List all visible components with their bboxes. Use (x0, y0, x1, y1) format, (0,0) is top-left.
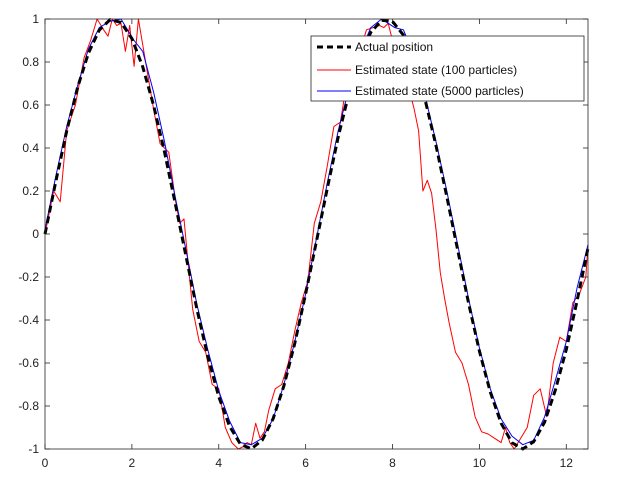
series-layer (43, 18, 590, 451)
y-tick-label: 0 (32, 227, 39, 241)
legend-label-100-particles: Estimated state (100 particles) (355, 63, 517, 77)
x-tick-label: 10 (473, 456, 487, 470)
plot-frame (44, 18, 589, 450)
x-tick-label: 4 (215, 456, 222, 470)
y-tick-label: -0.8 (18, 399, 39, 413)
y-tick-label: 0.8 (22, 55, 39, 69)
legend-label-actual-position: Actual position (355, 40, 433, 54)
y-tick-label: 0.4 (22, 141, 39, 155)
series-actual-position (43, 18, 590, 451)
y-tick-label: -0.4 (18, 313, 39, 327)
y-tick-label: 1 (32, 12, 39, 26)
legend: Actual position Estimated state (100 par… (310, 35, 585, 102)
y-tick-label: -1 (28, 442, 39, 456)
x-tick-label: 8 (389, 456, 396, 470)
legend-label-5000-particles: Estimated state (5000 particles) (355, 84, 524, 98)
x-tick-label: 2 (129, 456, 136, 470)
y-tick-label: 0.6 (22, 98, 39, 112)
series-estimated-100-particles (44, 18, 589, 450)
x-tick-label: 0 (42, 456, 49, 470)
x-tick-label: 6 (302, 456, 309, 470)
legend-box (310, 35, 585, 102)
y-tick-label: -0.6 (18, 356, 39, 370)
x-tick-label: 12 (560, 456, 574, 470)
x-axis: 0 2 4 6 8 10 12 (42, 19, 574, 470)
y-tick-label: 0.2 (22, 184, 39, 198)
y-tick-label: -0.2 (18, 270, 39, 284)
